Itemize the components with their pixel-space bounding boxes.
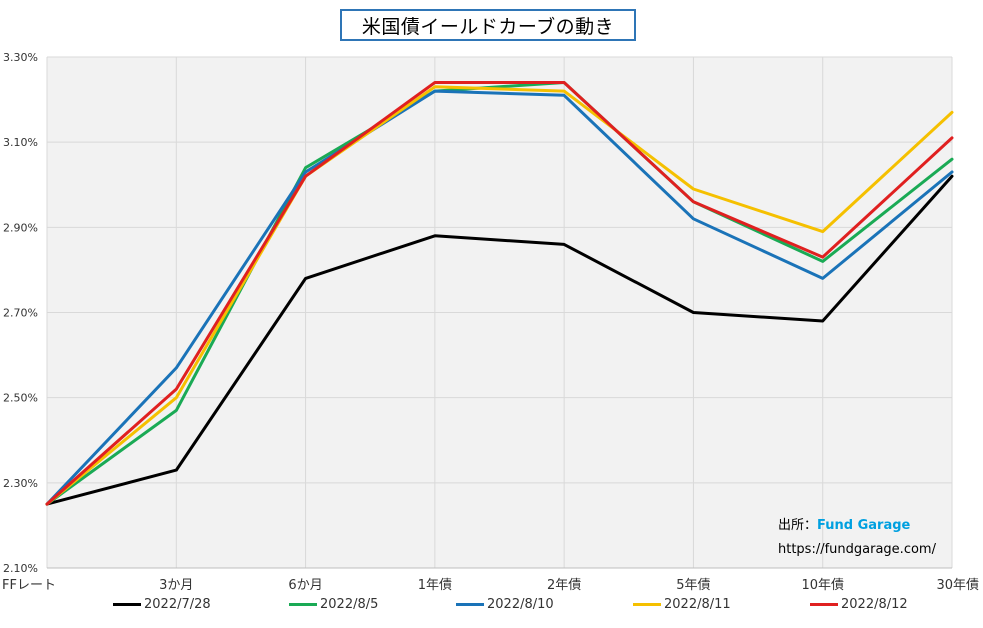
y-tick-label: 2.90% — [3, 221, 38, 234]
series-line — [45, 89, 954, 506]
source-brand: Fund Garage — [817, 518, 911, 533]
x-tick-label: 5年債 — [676, 578, 710, 593]
grid — [46, 56, 953, 569]
series-lines — [45, 81, 954, 506]
y-axis-ticks: 2.10% 2.30% 2.50% 2.70% 2.90% 3.10% 3.30% — [3, 51, 38, 575]
source-prefix: 出所： — [778, 518, 818, 533]
legend: 2022/7/28 2022/8/5 2022/8/10 2022/8/11 2022/… — [0, 597, 983, 619]
y-tick-label: 3.10% — [3, 136, 38, 149]
legend-item: 2022/8/12 — [810, 597, 908, 612]
source-url: https://fundgarage.com/ — [778, 542, 936, 557]
y-tick-label: 2.10% — [3, 562, 38, 575]
series-line — [45, 85, 954, 506]
y-tick-label: 2.50% — [3, 392, 38, 405]
legend-label: 2022/8/12 — [841, 597, 908, 612]
legend-item: 2022/8/11 — [633, 597, 731, 612]
legend-swatch — [289, 603, 317, 606]
legend-label: 2022/7/28 — [144, 597, 211, 612]
x-tick-label: 2年債 — [547, 578, 581, 593]
series-line — [45, 81, 954, 506]
legend-item: 2022/8/10 — [456, 597, 554, 612]
legend-swatch — [113, 603, 141, 606]
x-tick-label: 6か月 — [288, 578, 322, 593]
legend-item: 2022/8/5 — [289, 597, 378, 612]
y-tick-label: 2.30% — [3, 477, 38, 490]
legend-item: 2022/7/28 — [113, 597, 211, 612]
x-tick-label: 10年債 — [801, 578, 844, 593]
legend-label: 2022/8/11 — [664, 597, 731, 612]
x-tick-label: 1年債 — [418, 578, 452, 593]
legend-swatch — [456, 603, 484, 606]
source-note: 出所：Fund Garage https://fundgarage.com/ — [778, 514, 958, 562]
legend-label: 2022/8/5 — [320, 597, 379, 612]
source-line: 出所：Fund Garage — [778, 514, 958, 538]
x-axis-ticks: FFレート 3か月 6か月 1年債 2年債 5年債 10年債 30年債 — [2, 578, 979, 593]
x-tick-label: 30年債 — [936, 578, 979, 593]
series-line — [45, 81, 954, 506]
x-tick-label: FFレート — [2, 578, 56, 593]
legend-swatch — [810, 603, 838, 606]
legend-swatch — [633, 603, 661, 606]
x-tick-label: 3か月 — [159, 578, 193, 593]
y-tick-label: 2.70% — [3, 307, 38, 320]
legend-label: 2022/8/10 — [487, 597, 554, 612]
chart-title: 米国債イールドカーブの動き — [340, 9, 636, 41]
series-line — [45, 174, 954, 506]
y-tick-label: 3.30% — [3, 51, 38, 64]
